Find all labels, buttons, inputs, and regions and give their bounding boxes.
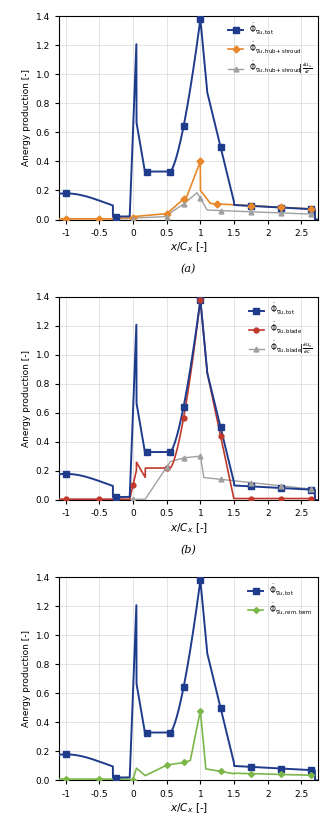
X-axis label: $x/C_x$ [-]: $x/C_x$ [-] [170,521,208,535]
X-axis label: $x/C_x$ [-]: $x/C_x$ [-] [170,802,208,813]
Legend: $\dot{\Phi}_{\nabla u,\mathrm{tot}}$, $\dot{\Phi}_{\nabla u,\mathrm{hub+shroud}}: $\dot{\Phi}_{\nabla u,\mathrm{tot}}$, $\… [225,19,316,80]
Y-axis label: Anergy production [-]: Anergy production [-] [23,350,31,447]
Legend: $\dot{\Phi}_{\nabla u,\mathrm{tot}}$, $\dot{\Phi}_{\nabla u,\mathrm{rem.term}}$: $\dot{\Phi}_{\nabla u,\mathrm{tot}}$, $\… [245,580,316,620]
Y-axis label: Anergy production [-]: Anergy production [-] [23,69,31,167]
Y-axis label: Anergy production [-]: Anergy production [-] [23,630,31,728]
Text: (a): (a) [181,264,196,275]
Text: (b): (b) [181,545,196,555]
X-axis label: $x/C_x$ [-]: $x/C_x$ [-] [170,241,208,254]
Legend: $\dot{\Phi}_{\nabla u,\mathrm{tot}}$, $\dot{\Phi}_{\nabla u,\mathrm{blade}}$, $\: $\dot{\Phi}_{\nabla u,\mathrm{tot}}$, $\… [246,299,316,359]
